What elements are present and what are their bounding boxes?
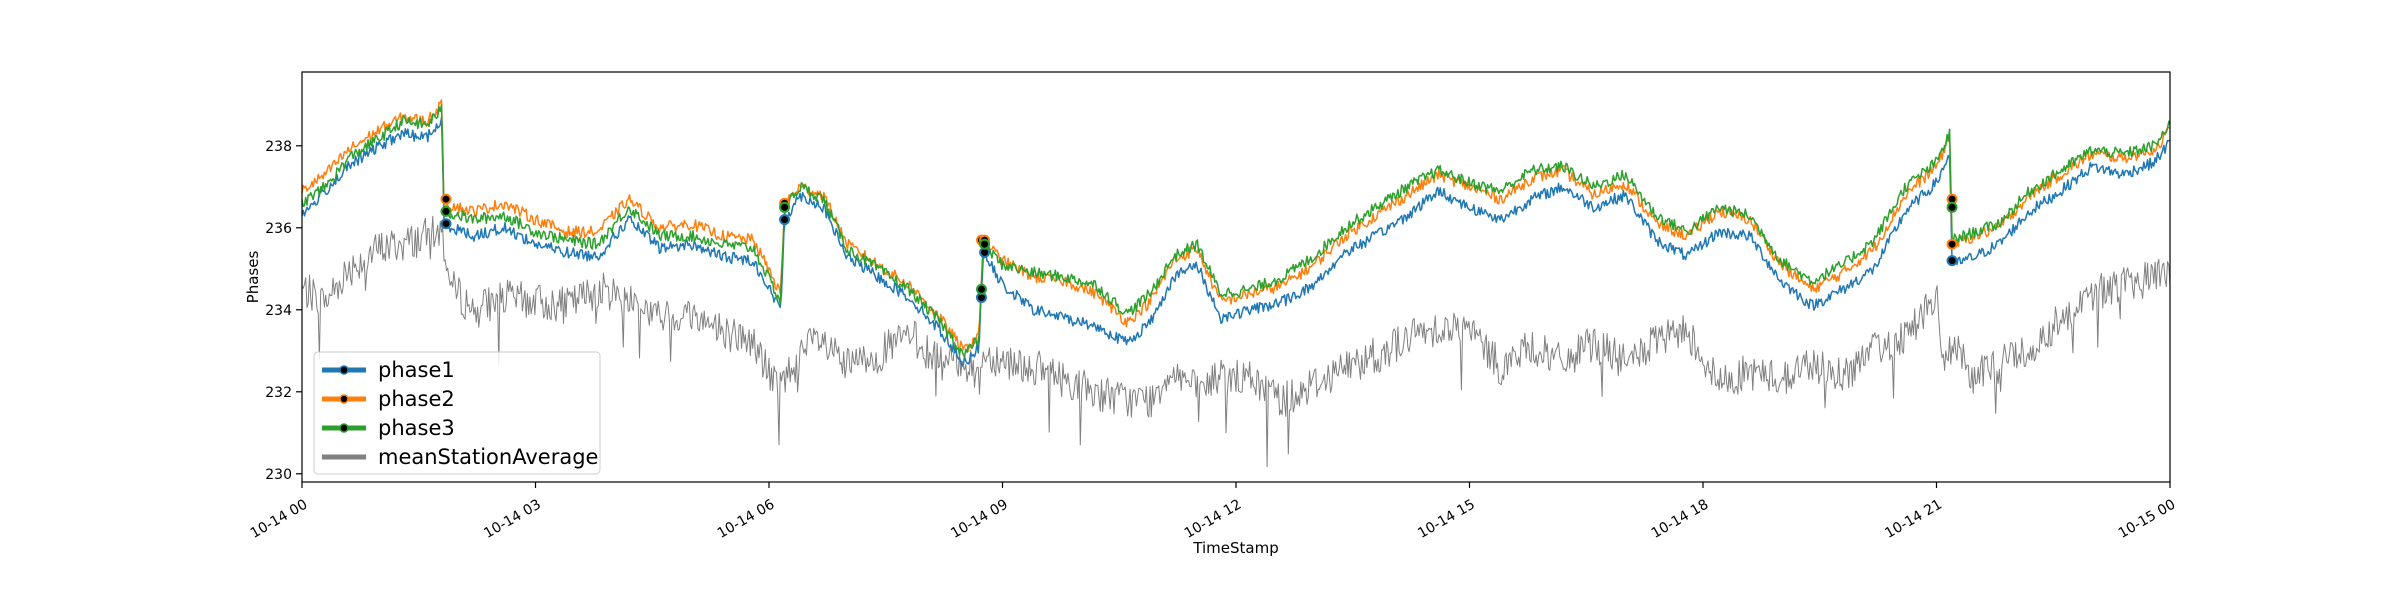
marker-layer [440,193,1958,303]
legend-item-phase2: phase2 [322,387,455,411]
series-layer [301,99,2171,468]
x-tick-label: 10-15 00 [2116,497,2179,542]
y-tick-label: 236 [265,221,292,237]
x-tick-label: 10-14 00 [248,497,311,542]
y-tick-label: 234 [265,303,292,319]
data-point-marker-phase3 [1946,201,1958,213]
x-tick-label: 10-14 15 [1415,497,1478,542]
legend-label: meanStationAverage [378,445,598,469]
data-point-marker-phase3 [979,238,991,250]
x-tick-label: 10-14 06 [715,496,778,541]
legend-item-phase3: phase3 [322,416,455,440]
x-tick-label: 10-14 03 [481,497,544,542]
data-point-marker-phase3 [975,283,987,295]
data-point-marker-phase3 [440,205,452,217]
legend-box [313,351,601,475]
y-tick-label: 238 [265,139,292,155]
legend-marker [339,394,349,404]
legend-items: phase1 phase2 phase3 meanStationAverage [322,358,598,469]
y-tick-label: 232 [265,385,292,401]
x-tick-label: 10-14 18 [1649,497,1712,542]
series-line-phase2 [301,99,2171,353]
legend-marker [339,423,349,433]
legend-label: phase1 [378,358,455,382]
x-tick-label: 10-14 09 [948,497,1011,542]
x-tick-label: 10-14 12 [1182,497,1245,542]
series-line-meanStationAverage [301,215,2171,468]
data-point-marker-phase1 [440,218,452,230]
legend-marker [339,365,349,375]
series-line-phase3 [301,104,2171,359]
legend-item-phase1: phase1 [322,358,455,382]
data-point-marker-phase3 [779,201,791,213]
legend: phase1 phase2 phase3 meanStationAverage [313,351,601,475]
data-point-marker-phase1 [1946,255,1958,267]
y-axis-label: Phases [244,251,262,304]
x-axis-label: TimeStamp [1192,539,1278,557]
series-line-phase1 [301,116,2171,367]
legend-label: phase3 [378,416,455,440]
data-point-marker-phase1 [779,214,791,226]
x-tick-label: 10-14 21 [1882,497,1945,542]
data-point-marker-phase2 [1946,238,1958,250]
legend-label: phase2 [378,387,455,411]
y-tick-label: 230 [265,467,292,483]
data-point-marker-phase2 [440,193,452,205]
legend-item-meanStationAverage: meanStationAverage [322,445,598,469]
